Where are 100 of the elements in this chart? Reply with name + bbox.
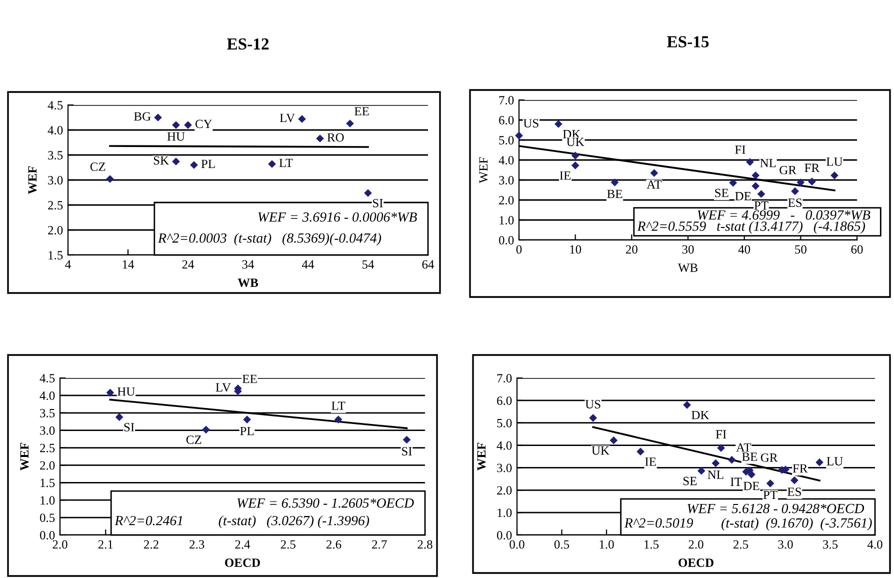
y-tick-label: 2.5: [48, 201, 63, 210]
y-tick-label: 0.0: [496, 531, 512, 540]
point: [172, 158, 180, 166]
point: [728, 456, 736, 464]
point: [316, 134, 324, 142]
y-tick-label: 6.0: [497, 396, 512, 405]
point: [683, 400, 691, 409]
annotation: AT: [736, 443, 752, 452]
annotation: LV: [280, 114, 295, 122]
annotation: CZ: [186, 436, 202, 444]
annotation: UK: [566, 138, 584, 146]
point: [115, 413, 124, 422]
x-tick-label: 3.0: [778, 540, 793, 549]
annotation: DK: [692, 410, 710, 420]
annotation: WEF = 4.6999 - 0.0397*WB: [698, 210, 870, 220]
annotation: LT: [279, 158, 293, 168]
point: [154, 114, 162, 122]
point: [830, 171, 838, 180]
annotation: NL: [760, 158, 776, 168]
point: [712, 459, 720, 468]
x-tick-label: 2.4: [235, 540, 250, 549]
y-tick-label: 3.0: [499, 176, 514, 185]
annotation: LT: [332, 402, 346, 410]
annotation: LV: [216, 383, 231, 392]
x-tick-label: 2.7: [372, 540, 387, 549]
annotation: EE: [242, 374, 257, 384]
point: [752, 171, 760, 180]
x-tick-label: 24: [182, 260, 194, 269]
chart-title: ES-12: [226, 38, 269, 50]
annotation: SE: [683, 476, 697, 486]
annotation: DE: [744, 482, 760, 490]
annotation: BE: [742, 452, 758, 461]
x-tick-label: 4.0: [867, 540, 882, 549]
point: [752, 182, 760, 190]
point: [729, 178, 737, 187]
point: [106, 388, 114, 397]
x-tick-label: 2.5: [280, 540, 296, 549]
point: [571, 152, 580, 160]
point: [571, 161, 580, 170]
annotation: SK: [154, 156, 169, 165]
annotation: PL: [240, 426, 254, 436]
x-tick-label: 3.5: [823, 540, 838, 549]
x-tick-label: 34: [242, 260, 254, 269]
x-tick-label: 30: [682, 245, 694, 254]
point: [589, 414, 598, 422]
point: [717, 444, 725, 452]
annotation: IE: [560, 171, 571, 180]
x-tick-label: 1.0: [600, 540, 614, 549]
y-tick-label: 1.0: [498, 508, 512, 518]
y-tick-label: 4.0: [48, 126, 63, 135]
y-tick-label: 2.0: [499, 196, 514, 205]
annotation: FI: [735, 146, 746, 154]
y-tick-label: 1.5: [40, 478, 55, 488]
annotation: GR: [780, 166, 796, 174]
x-axis-title: OECD: [225, 558, 260, 567]
annotation: RO: [327, 133, 344, 142]
x-tick-label: 2.5: [733, 540, 748, 549]
point: [766, 479, 774, 488]
annotation: HU: [167, 132, 185, 141]
point: [697, 466, 706, 475]
annotation: LU: [826, 158, 843, 166]
y-tick-label: 5.0: [497, 418, 512, 428]
x-tick-label: 44: [302, 260, 314, 269]
annotation: SI: [124, 423, 134, 432]
x-tick-label: 14: [122, 260, 134, 269]
x-axis-title: WB: [678, 264, 698, 272]
annotation: PT: [763, 490, 778, 500]
annotation: SE: [715, 188, 728, 198]
annotation: LU: [826, 457, 843, 466]
annotation: CY: [195, 120, 212, 128]
x-tick-label: 4: [65, 260, 71, 269]
y-tick-label: 6.0: [499, 116, 514, 125]
annotation: IE: [645, 458, 656, 466]
point: [746, 158, 754, 166]
x-tick-label: 2.0: [688, 540, 704, 549]
x-tick-label: 2.2: [144, 540, 158, 549]
x-tick-label: 2.1: [98, 540, 113, 549]
point: [364, 189, 372, 197]
point: [334, 416, 342, 424]
y-tick-label: 0.5: [40, 514, 55, 522]
x-axis-title: OECD: [678, 558, 714, 567]
annotation: WEF = 6.5390 - 1.2605*OECD: [237, 498, 414, 508]
x-tick-label: 20: [626, 245, 638, 254]
annotation: R^2=0.2461 (t-stat) (3.0267) (-1.3996): [114, 516, 370, 528]
point: [106, 175, 114, 183]
point: [184, 121, 192, 129]
annotation: US: [585, 400, 600, 408]
point: [346, 120, 354, 128]
point: [650, 169, 658, 177]
y-tick-label: 1.5: [48, 251, 63, 260]
annotation: R^2=0.5559 t-stat (13.4177) (-4.1865): [637, 221, 866, 234]
annotation: DE: [735, 192, 751, 200]
annotation: FI: [716, 430, 726, 438]
y-tick-label: 4.0: [496, 441, 512, 450]
point: [298, 115, 306, 123]
annotation: UK: [592, 446, 610, 455]
annotation: CZ: [90, 162, 106, 171]
point: [791, 187, 799, 196]
y-tick-label: 4.5: [48, 101, 63, 110]
y-tick-label: 4.5: [40, 374, 55, 383]
